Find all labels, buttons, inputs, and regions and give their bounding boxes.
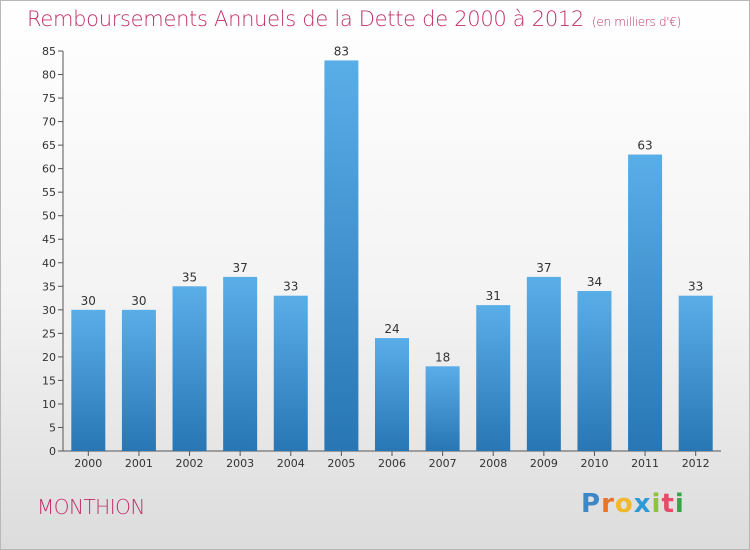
y-tick-label: 75 (42, 92, 56, 105)
bar-value-label: 31 (486, 289, 501, 303)
x-tick-label: 2010 (580, 457, 608, 470)
y-tick-label: 35 (42, 280, 56, 293)
chart-title: Remboursements Annuels de la Dette de 20… (27, 7, 681, 31)
x-tick-label: 2003 (226, 457, 254, 470)
bar-2001 (121, 309, 156, 451)
logo-letter: i (651, 489, 662, 519)
chart-subtitle: (en milliers d'€) (592, 15, 682, 29)
y-tick-label: 5 (49, 421, 56, 434)
bar-value-label: 83 (334, 44, 349, 58)
bar-2003 (223, 276, 258, 451)
y-tick-label: 0 (49, 445, 56, 458)
y-tick-label: 40 (42, 257, 56, 270)
logo-letter: x (633, 489, 652, 519)
bar-value-label: 30 (81, 294, 96, 308)
bar-value-label: 30 (131, 294, 146, 308)
x-tick-label: 2012 (682, 457, 710, 470)
bar-value-label: 63 (637, 139, 652, 153)
x-tick-label: 2002 (176, 457, 204, 470)
bar-value-label: 37 (233, 261, 248, 275)
bar-2012 (678, 295, 713, 451)
y-tick-label: 50 (42, 210, 56, 223)
x-tick-label: 2007 (429, 457, 457, 470)
bar-2005 (324, 60, 359, 451)
logo-letter: t (661, 489, 675, 519)
y-tick-label: 55 (42, 186, 56, 199)
x-tick-label: 2011 (631, 457, 659, 470)
y-tick-label: 85 (42, 45, 56, 58)
x-tick-label: 2008 (479, 457, 507, 470)
x-tick-label: 2006 (378, 457, 406, 470)
bar-2000 (71, 309, 106, 451)
y-tick-label: 20 (42, 351, 56, 364)
bar-value-label: 18 (435, 350, 450, 364)
bar-2011 (628, 154, 663, 451)
y-tick-label: 80 (42, 69, 56, 82)
y-tick-label: 60 (42, 163, 56, 176)
bar-value-label: 37 (536, 261, 551, 275)
x-tick-label: 2000 (74, 457, 102, 470)
bar-2009 (526, 276, 561, 451)
bar-2004 (273, 295, 308, 451)
x-tick-label: 2001 (125, 457, 153, 470)
y-tick-label: 45 (42, 233, 56, 246)
bar-2010 (577, 291, 612, 451)
proxiti-logo: Proxiti (581, 489, 685, 519)
bar-2006 (375, 338, 409, 451)
y-tick-label: 25 (42, 327, 56, 340)
logo-letter: r (601, 489, 615, 519)
y-tick-label: 70 (42, 116, 56, 129)
y-tick-label: 15 (42, 374, 56, 387)
bar-2007 (425, 366, 460, 451)
logo-letter: P (581, 489, 602, 519)
chart-title-text: Remboursements Annuels de la Dette de 20… (27, 7, 584, 31)
y-tick-label: 30 (42, 304, 56, 317)
x-tick-label: 2005 (327, 457, 355, 470)
logo-letter: o (614, 489, 634, 519)
bar-value-label: 33 (688, 280, 703, 294)
bar-2008 (476, 305, 511, 451)
bar-value-label: 35 (182, 270, 197, 284)
x-tick-label: 2009 (530, 457, 558, 470)
logo-letter: i (674, 489, 685, 519)
bar-value-label: 24 (384, 322, 399, 336)
commune-name: MONTHION (37, 495, 145, 519)
bar-2002 (172, 286, 207, 451)
bar-value-label: 33 (283, 280, 298, 294)
x-tick-label: 2004 (277, 457, 305, 470)
y-tick-label: 10 (42, 398, 56, 411)
bar-value-label: 34 (587, 275, 602, 289)
y-tick-label: 65 (42, 139, 56, 152)
